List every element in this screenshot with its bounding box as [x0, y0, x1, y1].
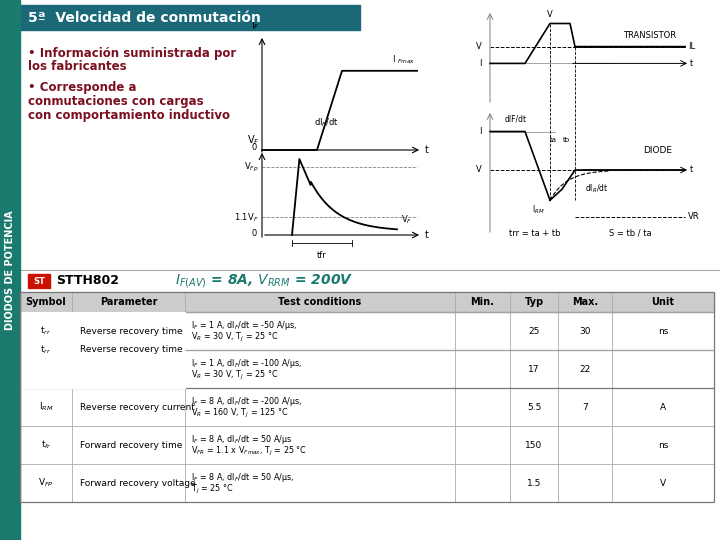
Text: 0: 0 [252, 144, 257, 152]
Text: Reverse recovery time: Reverse recovery time [80, 327, 183, 335]
Text: I $_{Fmax}$: I $_{Fmax}$ [392, 53, 415, 66]
Text: Reverse recovery current: Reverse recovery current [80, 402, 195, 411]
Text: V$_R$ = 30 V, T$_j$ = 25 °C: V$_R$ = 30 V, T$_j$ = 25 °C [191, 330, 278, 343]
Text: I$_F$ = 8 A, dI$_F$/dt = -200 A/μs,: I$_F$ = 8 A, dI$_F$/dt = -200 A/μs, [191, 395, 302, 408]
Text: conmutaciones con cargas: conmutaciones con cargas [28, 96, 204, 109]
Text: V$_{Fp}$: V$_{Fp}$ [244, 160, 259, 173]
Text: S = tb / ta: S = tb / ta [608, 229, 652, 238]
Text: 30: 30 [580, 327, 590, 335]
Text: t: t [690, 165, 693, 174]
Text: IL: IL [688, 42, 695, 51]
Text: Min.: Min. [471, 297, 495, 307]
Text: V$_{FP}$: V$_{FP}$ [38, 477, 54, 489]
Text: Test conditions: Test conditions [279, 297, 361, 307]
Text: dI$_R$/dt: dI$_R$/dt [585, 183, 608, 195]
Text: 0: 0 [252, 228, 257, 238]
Text: I$_F$ = 1 A, dI$_F$/dt = -50 A/μs,: I$_F$ = 1 A, dI$_F$/dt = -50 A/μs, [191, 320, 297, 333]
Text: 22: 22 [580, 364, 590, 374]
Text: tb: tb [562, 137, 570, 143]
Text: V$_F$: V$_F$ [401, 213, 412, 226]
Text: I$_{RM}$: I$_{RM}$ [39, 401, 53, 413]
Text: 5.5: 5.5 [527, 402, 541, 411]
Bar [20, 5, 360, 30]
Bar [20, 292, 714, 502]
Text: Parameter: Parameter [100, 297, 157, 307]
Text: I: I [480, 127, 482, 136]
Text: Max.: Max. [572, 297, 598, 307]
Text: I$_F$ = 8 A, dI$_F$/dt = 50 A/μs,: I$_F$ = 8 A, dI$_F$/dt = 50 A/μs, [191, 471, 294, 484]
Text: TRANSISTOR: TRANSISTOR [624, 31, 677, 40]
Text: Forward recovery voltage: Forward recovery voltage [80, 478, 196, 488]
Text: DIODE: DIODE [644, 146, 672, 156]
Text: 17: 17 [528, 364, 540, 374]
Text: dIF/dt: dIF/dt [505, 114, 527, 124]
Text: ta: ta [549, 137, 557, 143]
Text: dI$_F$/dt: dI$_F$/dt [314, 116, 338, 129]
Text: tfr: tfr [317, 251, 327, 260]
Text: t$_{rr}$: t$_{rr}$ [40, 325, 52, 338]
Bar [20, 292, 714, 312]
Text: t: t [425, 230, 429, 240]
Text: t$_{rr}$: t$_{rr}$ [40, 344, 52, 356]
Bar [20, 312, 185, 388]
Text: 5ª  Velocidad de conmutación: 5ª Velocidad de conmutación [28, 11, 261, 25]
Text: T$_j$ = 25 °C: T$_j$ = 25 °C [191, 482, 233, 496]
Text: VR: VR [688, 212, 700, 221]
Text: V$_F$: V$_F$ [247, 133, 260, 147]
Text: V$_R$ = 160 V, T$_j$ = 125 °C: V$_R$ = 160 V, T$_j$ = 125 °C [191, 407, 289, 420]
Bar [0, 0, 20, 540]
Text: 1.1V$_F$: 1.1V$_F$ [235, 211, 259, 224]
Text: V: V [476, 165, 482, 174]
Text: 150: 150 [526, 441, 543, 449]
Text: ST: ST [33, 276, 45, 286]
Text: V$_R$ = 30 V, T$_j$ = 25 °C: V$_R$ = 30 V, T$_j$ = 25 °C [191, 368, 278, 382]
Text: V$_{FR}$ = 1.1 x V$_{Fmax}$, T$_j$ = 25 °C: V$_{FR}$ = 1.1 x V$_{Fmax}$, T$_j$ = 25 … [191, 444, 307, 457]
Text: • Información suministrada por: • Información suministrada por [28, 46, 236, 59]
Text: los fabricantes: los fabricantes [28, 60, 127, 73]
Text: t: t [690, 59, 693, 68]
Text: ns: ns [658, 327, 668, 335]
Text: 7: 7 [582, 402, 588, 411]
Text: Forward recovery time: Forward recovery time [80, 441, 182, 449]
Text: DIODOS DE POTENCIA: DIODOS DE POTENCIA [5, 210, 15, 330]
Text: t: t [425, 145, 429, 155]
Text: con comportamiento inductivo: con comportamiento inductivo [28, 110, 230, 123]
Text: I$_{RM}$: I$_{RM}$ [533, 203, 545, 216]
Text: Unit: Unit [652, 297, 675, 307]
Text: I$_F$ = 8 A, dI$_F$/dt = 50 A/μs: I$_F$ = 8 A, dI$_F$/dt = 50 A/μs [191, 434, 292, 447]
Text: I$_F$ = 1 A, dI$_F$/dt = -100 A/μs,: I$_F$ = 1 A, dI$_F$/dt = -100 A/μs, [191, 357, 302, 370]
Text: 25: 25 [528, 327, 540, 335]
Text: 1.5: 1.5 [527, 478, 541, 488]
Text: ns: ns [658, 441, 668, 449]
Text: t$_{fr}$: t$_{fr}$ [40, 438, 51, 451]
Text: • Corresponde a: • Corresponde a [28, 82, 137, 94]
Text: V: V [660, 478, 666, 488]
Text: A: A [660, 402, 666, 411]
Text: Symbol: Symbol [26, 297, 66, 307]
Bar [28, 274, 50, 288]
Text: Typ: Typ [524, 297, 544, 307]
Bar [20, 270, 720, 540]
Text: I: I [480, 59, 482, 68]
Text: $I_{F(AV)}$ = 8A, $V_{RRM}$ = 200V: $I_{F(AV)}$ = 8A, $V_{RRM}$ = 200V [175, 272, 354, 290]
Text: Reverse recovery time: Reverse recovery time [80, 346, 183, 354]
Text: V: V [476, 42, 482, 51]
Text: trr = ta + tb: trr = ta + tb [509, 229, 561, 238]
Text: I$_F$: I$_F$ [251, 18, 260, 32]
Text: STTH802: STTH802 [56, 274, 119, 287]
Text: V: V [547, 10, 553, 19]
